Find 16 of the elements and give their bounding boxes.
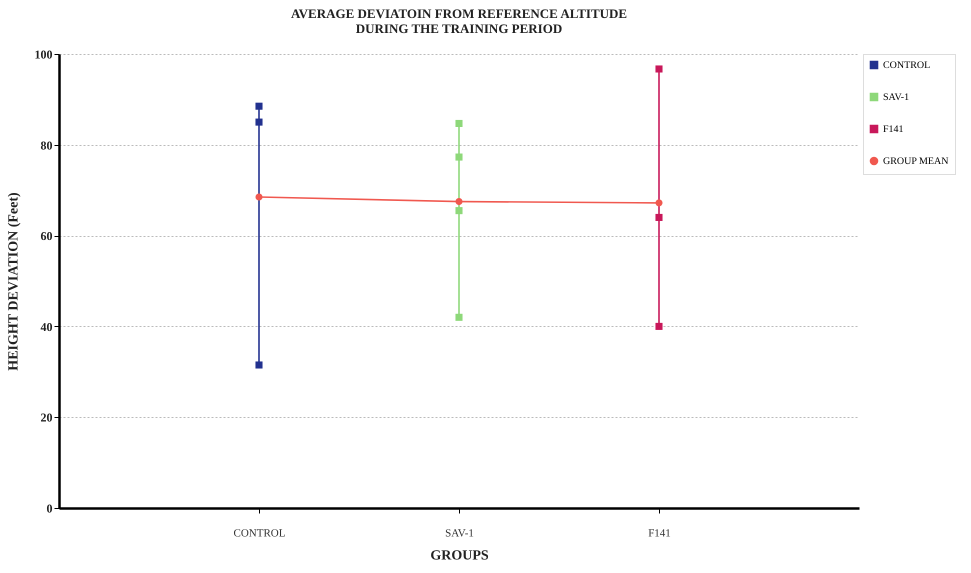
chart-title: AVERAGE DEVIATOIN FROM REFERENCE ALTITUDE DURING THE TRAINING PERIOD [290,6,628,36]
y-tick-label: 60 [40,229,52,244]
legend-label: F141 [883,124,904,135]
y-tick-label: 100 [34,48,52,62]
y-tick-label: 80 [40,138,52,152]
legend-label: SAV-1 [883,92,910,103]
y-tick-label: 0 [46,502,52,516]
x-axis-title: GROUPS [430,548,489,564]
x-tick-label: SAV-1 [445,528,474,540]
x-tick-label: F141 [648,528,671,540]
legend-label: CONTROL [883,60,930,71]
legend-label: GROUP MEAN [883,156,948,167]
y-tick-label: 20 [40,410,52,425]
y-tick-label: 40 [40,320,52,334]
y-axis-title: HEIGHT DEVIATION (Feet) [6,192,22,371]
x-tick-label: CONTROL [234,528,286,540]
